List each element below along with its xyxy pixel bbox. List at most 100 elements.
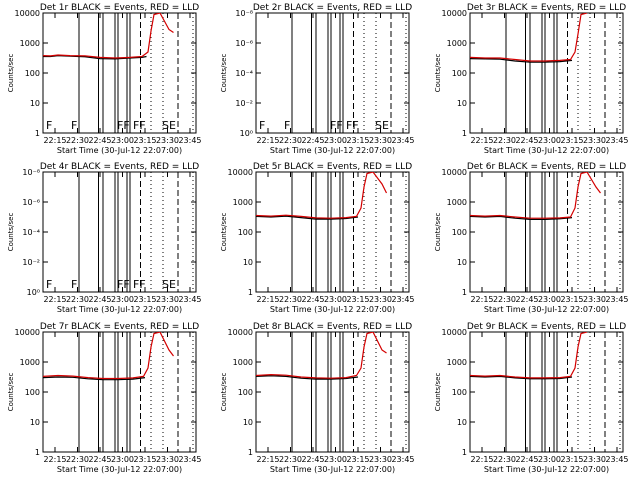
x-tick-label: 23:15: [560, 295, 583, 304]
flare-marker: FF: [133, 119, 146, 132]
y-tick-label: 100: [238, 388, 253, 397]
x-tick-label: 23:45: [605, 136, 628, 145]
x-tick-label: 23:00: [538, 136, 561, 145]
y-tick-label: 10⁻⁴: [235, 69, 253, 78]
x-tick-label: 23:30: [369, 455, 392, 464]
events-series-line: [256, 375, 359, 380]
x-axis-label: Start Time (30-Jul-12 22:07:00): [484, 146, 609, 155]
y-tick-label: 100: [238, 228, 253, 237]
plot-frame: [42, 331, 197, 453]
y-tick-label: 1000: [20, 358, 40, 367]
x-tick-label: 23:00: [538, 295, 561, 304]
x-tick-label: 22:45: [515, 136, 538, 145]
x-tick-label: 22:45: [88, 295, 111, 304]
x-tick-label: 23:15: [560, 455, 583, 464]
x-tick-label: 23:45: [178, 455, 201, 464]
y-tick-label: 10⁻⁸: [235, 9, 253, 18]
x-tick-label: 23:30: [583, 295, 606, 304]
y-axis-label: Counts/sec: [220, 213, 228, 252]
x-tick-label: 23:00: [111, 295, 134, 304]
y-tick-label: 10: [243, 418, 253, 427]
y-tick-label: 10: [457, 418, 467, 427]
x-tick-label: 23:00: [324, 455, 347, 464]
lld-series-line: [470, 332, 588, 379]
plot-frame: [469, 331, 624, 453]
y-tick-label: 1: [35, 448, 40, 457]
x-tick-label: 23:30: [156, 455, 179, 464]
y-tick-label: 10000: [442, 328, 467, 337]
y-tick-label: 1000: [447, 39, 467, 48]
flare-marker: F: [259, 119, 265, 132]
x-axis-label: Start Time (30-Jul-12 22:07:00): [270, 305, 395, 314]
y-tick-label: 10000: [15, 328, 40, 337]
lld-series-line: [256, 332, 387, 379]
events-series-line: [256, 215, 359, 220]
y-tick-label: 10000: [442, 9, 467, 18]
panel-area: [78, 172, 194, 292]
flare-marker: SE: [162, 278, 176, 291]
x-tick-label: 23:30: [583, 136, 606, 145]
x-tick-label: 23:15: [346, 295, 369, 304]
y-tick-label: 10000: [442, 168, 467, 177]
detector-panel: Det 7r BLACK = Events, RED = LLD 1 10 100 10…: [7, 322, 202, 474]
y-tick-label: 1: [462, 288, 467, 297]
x-tick-label: 23:45: [391, 136, 414, 145]
x-tick-label: 22:45: [301, 136, 324, 145]
x-tick-label: 22:30: [279, 295, 302, 304]
x-tick-label: 23:15: [133, 136, 156, 145]
x-tick-label: 23:00: [111, 136, 134, 145]
x-axis-label: Start Time (30-Jul-12 22:07:00): [57, 146, 182, 155]
x-tick-label: 23:30: [369, 136, 392, 145]
panel-title: Det 6r BLACK = Events, RED = LLD: [467, 162, 626, 172]
panel-title: Det 8r BLACK = Events, RED = LLD: [253, 322, 412, 332]
y-tick-label: 100: [25, 388, 40, 397]
plot-frame: [255, 12, 410, 134]
y-tick-label: 10: [243, 258, 253, 267]
y-tick-label: 10000: [15, 9, 40, 18]
y-tick-label: 100: [452, 388, 467, 397]
y-tick-label: 1000: [233, 198, 253, 207]
flare-marker: SE: [375, 119, 389, 132]
y-axis-label: Counts/sec: [7, 373, 15, 412]
y-axis-label: Counts/sec: [7, 213, 15, 252]
x-tick-label: 23:00: [324, 295, 347, 304]
y-tick-label: 1000: [447, 198, 467, 207]
y-tick-label: 10⁻⁴: [22, 228, 40, 237]
lld-series-line: [470, 172, 601, 219]
x-tick-label: 23:45: [178, 136, 201, 145]
y-tick-label: 10⁰: [240, 129, 253, 138]
y-tick-label: 10⁰: [27, 288, 40, 297]
x-tick-label: 22:15: [256, 136, 279, 145]
x-tick-label: 23:00: [111, 455, 134, 464]
detector-panel: Det 9r BLACK = Events, RED = LLD 1 10 100 10…: [434, 322, 629, 474]
y-tick-label: 10: [457, 99, 467, 108]
flare-marker: F: [46, 119, 52, 132]
panel-title: Det 7r BLACK = Events, RED = LLD: [40, 322, 199, 332]
x-tick-label: 23:45: [605, 455, 628, 464]
events-series-line: [470, 215, 573, 220]
flare-marker: FF: [330, 119, 343, 132]
x-tick-label: 23:00: [538, 455, 561, 464]
y-tick-label: 1: [462, 448, 467, 457]
plot-frame: [42, 171, 197, 293]
x-tick-label: 22:30: [493, 455, 516, 464]
y-axis-label: Counts/sec: [434, 373, 442, 412]
panel-title: Det 1r BLACK = Events, RED = LLD: [40, 3, 199, 13]
plot-frame: [469, 171, 624, 293]
y-tick-label: 100: [25, 69, 40, 78]
x-tick-label: 23:30: [583, 455, 606, 464]
x-tick-label: 22:30: [66, 136, 89, 145]
x-tick-label: 22:30: [279, 136, 302, 145]
panel-area: [470, 13, 621, 133]
y-tick-label: 10⁻⁶: [22, 198, 40, 207]
y-tick-label: 1: [248, 288, 253, 297]
x-tick-label: 22:15: [470, 136, 493, 145]
plot-frame: [469, 12, 624, 134]
x-tick-label: 22:15: [256, 295, 279, 304]
x-tick-label: 23:45: [391, 455, 414, 464]
x-tick-label: 22:30: [66, 295, 89, 304]
x-tick-label: 23:45: [178, 295, 201, 304]
panel-area: [470, 172, 621, 292]
flare-marker: F: [284, 119, 290, 132]
